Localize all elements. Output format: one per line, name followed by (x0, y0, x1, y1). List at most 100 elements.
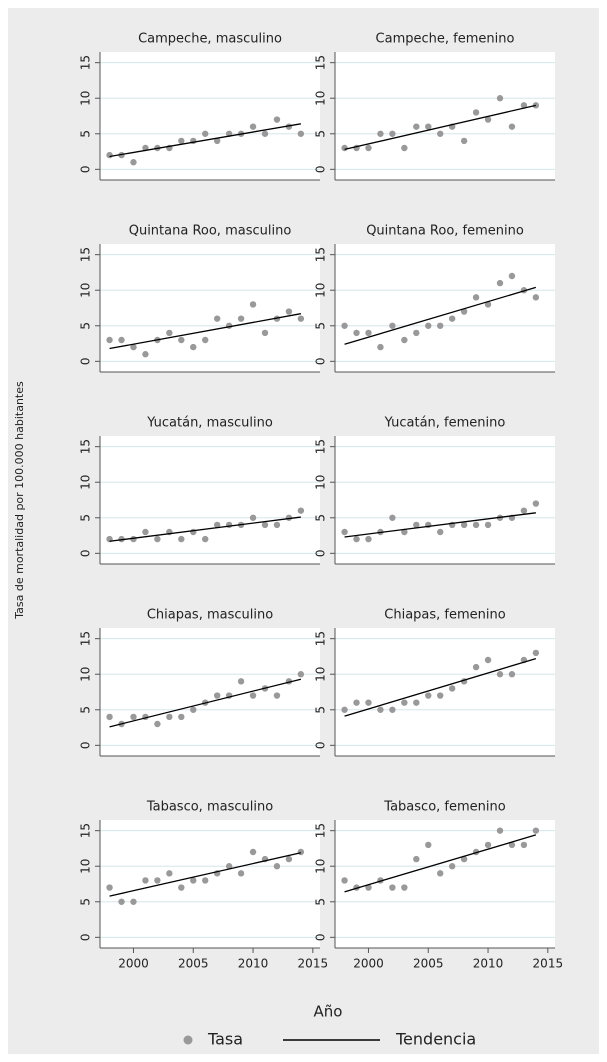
y-tick-label: 15 (314, 439, 328, 454)
point (106, 151, 113, 159)
point (178, 884, 185, 891)
point (273, 116, 281, 123)
point (520, 102, 528, 109)
y-tick-label: 15 (79, 439, 93, 454)
point (225, 521, 233, 529)
point (297, 671, 305, 678)
panel-title: Campeche, femenino (376, 32, 515, 47)
y-tick-label: 5 (79, 898, 93, 906)
y-tick-label: 15 (79, 631, 93, 646)
point (484, 656, 492, 664)
point (413, 329, 420, 337)
point (425, 841, 432, 849)
point (178, 535, 185, 543)
panel-title: Tabasco, femenino (383, 800, 505, 815)
point (448, 685, 456, 692)
point (237, 678, 245, 685)
y-tick-label: 5 (79, 514, 93, 522)
point (508, 841, 516, 849)
point (202, 535, 209, 543)
y-tick-label: 5 (314, 514, 328, 522)
point (437, 692, 444, 699)
point (190, 877, 197, 884)
point (142, 351, 149, 358)
y-tick-label: 15 (79, 247, 93, 262)
point (249, 123, 257, 130)
point (425, 123, 432, 130)
point (273, 863, 281, 870)
point (472, 521, 480, 529)
point (496, 279, 504, 287)
point (341, 144, 348, 152)
y-tick-label: 10 (314, 859, 328, 874)
y-tick-label: 15 (79, 55, 93, 70)
y-tick-label: 10 (79, 91, 93, 106)
x-tick-label: 2010 (238, 957, 269, 971)
point (520, 841, 528, 849)
point (484, 301, 492, 308)
y-tick-label: 0 (79, 550, 93, 558)
point (472, 663, 480, 671)
point (425, 322, 432, 329)
point (261, 521, 269, 529)
trend-line (109, 852, 302, 897)
point (389, 884, 396, 891)
point (166, 329, 173, 337)
point (377, 343, 384, 351)
point (154, 877, 161, 884)
point (166, 713, 173, 721)
point (202, 130, 209, 137)
point (202, 336, 209, 344)
point (448, 863, 456, 870)
point (130, 898, 137, 905)
legend-label: Tendencia (395, 1030, 476, 1049)
panel-title: Quintana Roo, femenino (366, 224, 524, 239)
point (106, 884, 113, 891)
point (365, 699, 372, 706)
point (413, 855, 420, 863)
y-tick-label: 5 (314, 322, 328, 330)
point (401, 528, 408, 536)
point (508, 272, 516, 280)
point (190, 706, 197, 713)
point (178, 336, 185, 344)
y-tick-label: 0 (314, 166, 328, 174)
x-tick-label: 2015 (533, 957, 564, 971)
point (297, 130, 305, 137)
y-tick-label: 10 (314, 475, 328, 490)
point (237, 870, 245, 877)
panel (100, 436, 320, 564)
point (341, 322, 348, 329)
point (106, 336, 113, 344)
legend-marker (183, 1035, 193, 1045)
point (484, 116, 492, 123)
y-tick-label: 5 (79, 706, 93, 714)
point (249, 514, 257, 521)
y-tick-label: 5 (79, 130, 93, 138)
point (425, 692, 432, 699)
y-tick-label: 0 (79, 358, 93, 366)
trend-line (344, 657, 537, 717)
point (532, 827, 540, 834)
trend-line (109, 313, 301, 350)
y-tick-label: 15 (314, 823, 328, 838)
trend-line (344, 834, 537, 893)
point (190, 343, 197, 351)
panel (100, 628, 320, 756)
point (166, 870, 173, 877)
panel (335, 52, 555, 180)
panel-title: Tabasco, masculino (146, 800, 273, 815)
point (365, 535, 372, 543)
point (496, 827, 504, 834)
point (106, 713, 113, 721)
point (341, 528, 348, 536)
trend-line (109, 123, 301, 158)
legend-label: Tasa (207, 1030, 243, 1049)
point (365, 329, 372, 337)
y-tick-label: 5 (314, 130, 328, 138)
x-axis-label: Año (314, 1003, 343, 1021)
y-tick-label: 0 (314, 550, 328, 558)
point (365, 884, 372, 891)
point (118, 336, 125, 344)
panel (100, 52, 320, 180)
